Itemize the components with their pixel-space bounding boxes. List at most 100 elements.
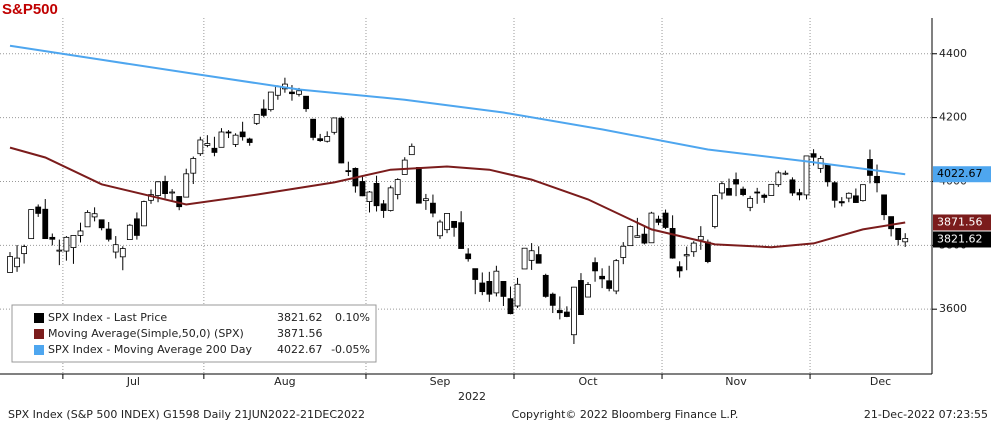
- value-tag: 3871.56: [937, 215, 983, 228]
- candle-body: [35, 206, 42, 214]
- candle-body: [14, 257, 20, 268]
- candle-body: [169, 191, 176, 194]
- candle-body: [119, 248, 126, 258]
- candle-body: [754, 191, 761, 194]
- candle-body: [803, 155, 810, 196]
- candle-body: [528, 250, 535, 261]
- candle-body: [444, 213, 450, 231]
- candle-body: [317, 138, 324, 142]
- candle-body: [42, 208, 49, 240]
- legend-value: 3821.62: [277, 311, 323, 324]
- value-tag: 3821.62: [937, 232, 983, 245]
- candle-body: [733, 179, 739, 185]
- candle-body: [599, 275, 606, 280]
- candle-body: [902, 238, 909, 243]
- candle-body: [676, 266, 683, 272]
- y-tick-label: 4200: [939, 111, 967, 124]
- candle-body: [789, 179, 796, 194]
- candle-body: [394, 179, 401, 195]
- candle-body: [218, 131, 225, 148]
- candle-body: [98, 219, 105, 229]
- footer-left: SPX Index (S&P 500 INDEX) G1598 Daily 21…: [8, 408, 365, 421]
- candle-body: [881, 194, 887, 216]
- candle-body: [775, 172, 782, 186]
- candle-body: [549, 293, 556, 306]
- candle-body: [465, 253, 472, 260]
- legend-value: 4022.67: [277, 343, 323, 356]
- candle-body: [831, 182, 838, 201]
- x-axis-label: 2022: [458, 390, 486, 403]
- candle-body: [7, 256, 13, 273]
- candle-body: [338, 117, 345, 164]
- candle-body: [63, 236, 70, 252]
- candle-body: [592, 262, 598, 272]
- candle-body: [77, 230, 84, 236]
- legend-change: 0.10%: [335, 311, 370, 324]
- chart-title: S&P500: [2, 1, 58, 18]
- candle-body: [296, 90, 302, 95]
- candle-body: [810, 153, 817, 158]
- legend-value: 3871.56: [277, 327, 323, 340]
- candle-body: [91, 213, 98, 218]
- candle-body: [190, 158, 197, 174]
- candle-body: [627, 226, 634, 247]
- candle-body: [719, 183, 725, 194]
- x-tick-label: Oct: [579, 375, 599, 388]
- x-tick-label: Jul: [126, 375, 140, 388]
- candle-body: [155, 181, 161, 196]
- candle-body: [274, 86, 281, 96]
- candle-body: [70, 235, 77, 248]
- candle-body: [895, 228, 902, 240]
- candle-body: [387, 187, 394, 211]
- candle-body: [740, 188, 746, 195]
- candle-body: [183, 173, 190, 198]
- footer-center: Copyright© 2022 Bloomberg Finance L.P.: [512, 408, 739, 421]
- candle-body: [563, 311, 570, 317]
- candle-body: [289, 91, 295, 95]
- candle-body: [542, 274, 549, 297]
- candle-body: [690, 242, 697, 253]
- value-tag-bg: [933, 231, 991, 248]
- value-tag: 4022.67: [937, 167, 983, 180]
- candle-body: [232, 134, 239, 145]
- candle-body: [373, 182, 380, 207]
- candle-body: [726, 188, 732, 196]
- candle-body: [415, 167, 422, 204]
- candle-body: [888, 216, 895, 230]
- x-tick-label: Aug: [274, 375, 295, 388]
- candle-body: [331, 117, 338, 133]
- candle-body: [852, 195, 859, 203]
- ma-line: [9, 146, 906, 249]
- candle-body: [669, 228, 676, 259]
- candle-body: [514, 283, 521, 307]
- candle-body: [704, 241, 711, 263]
- candle-body: [422, 198, 429, 202]
- candle-body: [747, 197, 754, 208]
- legend-swatch: [34, 345, 44, 355]
- candle-body: [613, 260, 620, 292]
- candle-body: [711, 195, 718, 227]
- candle-body: [782, 172, 789, 175]
- candle-body: [204, 143, 211, 146]
- footer-right: 21-Dec-2022 07:23:55: [864, 408, 988, 421]
- candle-body: [585, 284, 591, 298]
- candle-body: [401, 159, 408, 175]
- candle-body: [500, 281, 507, 297]
- candle-body: [571, 286, 577, 336]
- legend-label: SPX Index - Moving Average 200 Day: [48, 343, 253, 356]
- candle-body: [867, 159, 873, 176]
- candle-body: [860, 184, 866, 202]
- candle-body: [112, 244, 119, 253]
- candle-body: [838, 201, 845, 204]
- candle-body: [345, 170, 352, 173]
- value-tag-bg: [933, 166, 991, 183]
- candle-body: [458, 222, 465, 249]
- candle-body: [133, 218, 140, 236]
- candle-body: [606, 280, 613, 289]
- legend-change: -0.05%: [331, 343, 370, 356]
- legend-swatch: [34, 329, 44, 339]
- candle-body: [380, 203, 387, 211]
- x-tick-label: Sep: [430, 375, 451, 388]
- ma-line: [9, 44, 906, 176]
